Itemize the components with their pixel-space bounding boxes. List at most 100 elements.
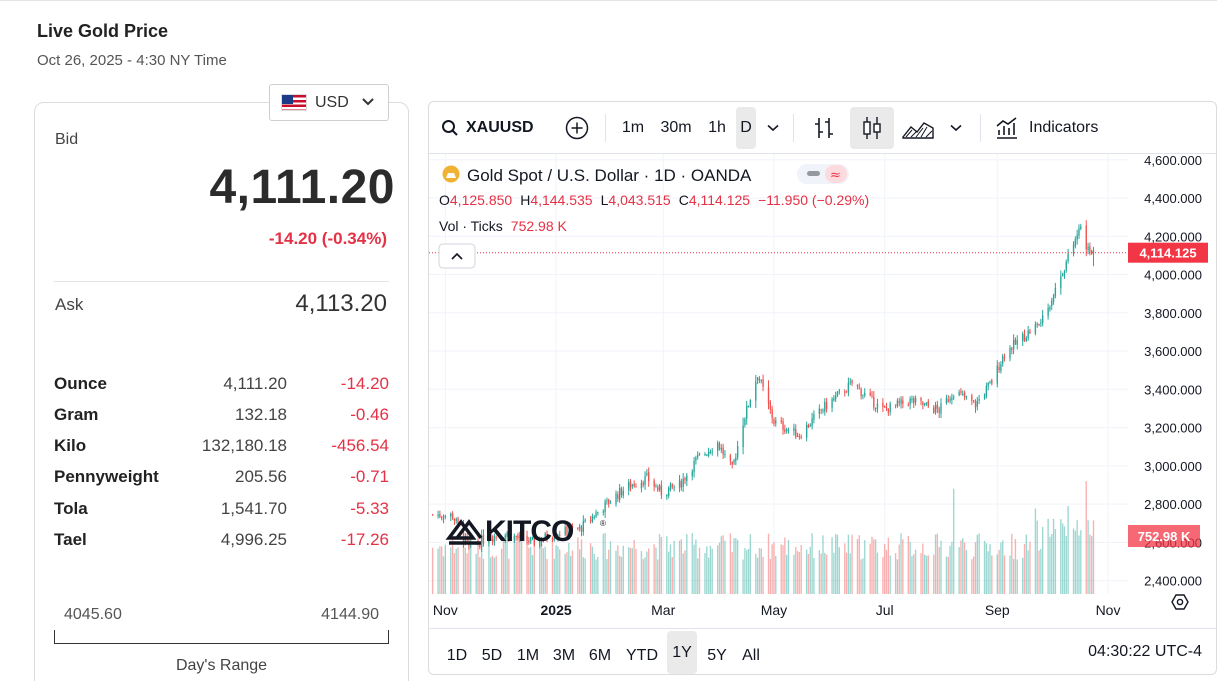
volume-bar — [657, 559, 659, 594]
volume-bar — [796, 551, 799, 594]
bar-style-button[interactable] — [809, 112, 839, 144]
candle-body — [747, 406, 750, 408]
candle-body — [540, 538, 543, 542]
range-all[interactable]: All — [742, 647, 760, 664]
price-chart[interactable]: 4,600.000 4,400.000 4,200.000 4,000.000 3,80… — [429, 154, 1217, 628]
candle-body — [451, 513, 454, 519]
volume-bar — [1036, 520, 1038, 594]
volume-bar — [628, 547, 630, 594]
candle-body — [925, 402, 928, 405]
candle-body — [589, 520, 592, 522]
symbol-search[interactable]: XAUUSD — [441, 114, 534, 142]
volume-bar — [1080, 530, 1082, 594]
volume-bar — [704, 553, 706, 594]
volume-bar — [885, 549, 888, 594]
candle-body — [1023, 334, 1026, 341]
indicators-button[interactable]: Indicators — [995, 114, 1098, 142]
compare-button[interactable] — [563, 114, 591, 142]
volume-bar — [824, 552, 826, 594]
volume-bar — [640, 550, 643, 594]
range-1m[interactable]: 1M — [516, 647, 540, 664]
candle-body — [667, 487, 670, 496]
volume-bar — [864, 540, 866, 594]
volume-bar — [724, 540, 726, 594]
candle-body — [457, 518, 459, 524]
candle-body — [1065, 261, 1067, 271]
candle-body — [1085, 225, 1087, 250]
candle-body — [771, 409, 773, 419]
candle-body — [835, 395, 837, 400]
interval-1h[interactable]: 1h — [708, 119, 726, 136]
range-3m[interactable]: 3M — [552, 647, 576, 664]
candle-body — [520, 534, 523, 536]
range-6m[interactable]: 6M — [588, 647, 612, 664]
candle-body — [949, 399, 951, 401]
candle-body — [504, 535, 506, 539]
area-chart-icon — [902, 122, 934, 139]
volume-bar — [793, 554, 795, 594]
symbol-label: XAUUSD — [466, 119, 534, 136]
candle-body — [680, 481, 683, 488]
candle-body — [655, 486, 657, 488]
candle-body — [985, 385, 988, 397]
currency-select[interactable]: USD — [269, 84, 389, 121]
legend-ohlc: O4,125.850 H4,144.535 L4,043.515 C4,114.125… — [439, 192, 869, 208]
candle-body — [844, 391, 846, 393]
candle-body — [902, 400, 904, 404]
volume-bar — [1011, 533, 1013, 594]
interval-1m[interactable]: 1m — [621, 119, 645, 136]
chart-style-menu[interactable] — [946, 114, 966, 142]
candle-body — [597, 511, 599, 513]
unit-name: Ounce — [54, 374, 107, 393]
interval-30m[interactable]: 30m — [660, 119, 692, 136]
day-range-label: Day's Range — [175, 657, 268, 674]
volume-bar — [564, 553, 566, 594]
axis-settings-button[interactable] — [1171, 594, 1189, 610]
range-5d[interactable]: 5D — [481, 647, 503, 664]
volume-bar — [589, 543, 592, 594]
candle-body — [951, 397, 953, 401]
volume-bar — [894, 553, 897, 594]
candle-body — [635, 486, 637, 488]
volume-bar — [958, 547, 960, 594]
candle-body — [849, 381, 851, 383]
time-axis-label: Mar — [651, 602, 675, 618]
candle-body — [795, 429, 797, 438]
volume-bar — [876, 552, 879, 594]
candle-body — [983, 395, 986, 399]
candle-body — [646, 473, 648, 476]
range-ytd[interactable]: YTD — [626, 647, 658, 664]
candle-body — [785, 429, 788, 432]
candle-body — [678, 480, 681, 488]
candle-body — [909, 398, 911, 405]
legend-title: Gold Spot / U.S. Dollar · 1D · OANDA — [467, 166, 752, 185]
volume-bar — [1038, 550, 1040, 594]
range-1y[interactable]: 1Y — [667, 631, 697, 674]
interval-d[interactable]: D — [736, 107, 756, 149]
volume-bar — [542, 548, 545, 594]
volume-bar — [1000, 542, 1002, 594]
volume-bar — [450, 547, 452, 594]
collapse-legend-button[interactable] — [438, 243, 476, 269]
range-5y[interactable]: 5Y — [707, 647, 727, 664]
range-1d[interactable]: 1D — [446, 647, 468, 664]
candle-body — [462, 524, 465, 542]
volume-bar — [1049, 536, 1051, 594]
candle-body — [584, 519, 586, 522]
candle-body — [860, 389, 862, 396]
volume-bar — [466, 553, 468, 594]
candle-body — [1022, 333, 1024, 342]
candle-body — [836, 392, 839, 396]
volume-bar — [871, 536, 873, 594]
interval-menu[interactable] — [763, 114, 783, 142]
candle-body — [851, 380, 853, 384]
price-axis-label: 2,800.000 — [1144, 497, 1202, 512]
candle-style-button[interactable] — [850, 107, 894, 149]
volume-bar — [784, 537, 786, 594]
volume-bar — [475, 553, 477, 594]
time-axis-label: Nov — [1096, 602, 1121, 618]
volume-bar — [758, 548, 761, 594]
volume-bar — [546, 558, 548, 594]
area-style-button[interactable] — [901, 112, 935, 144]
volume-bar — [782, 545, 784, 594]
